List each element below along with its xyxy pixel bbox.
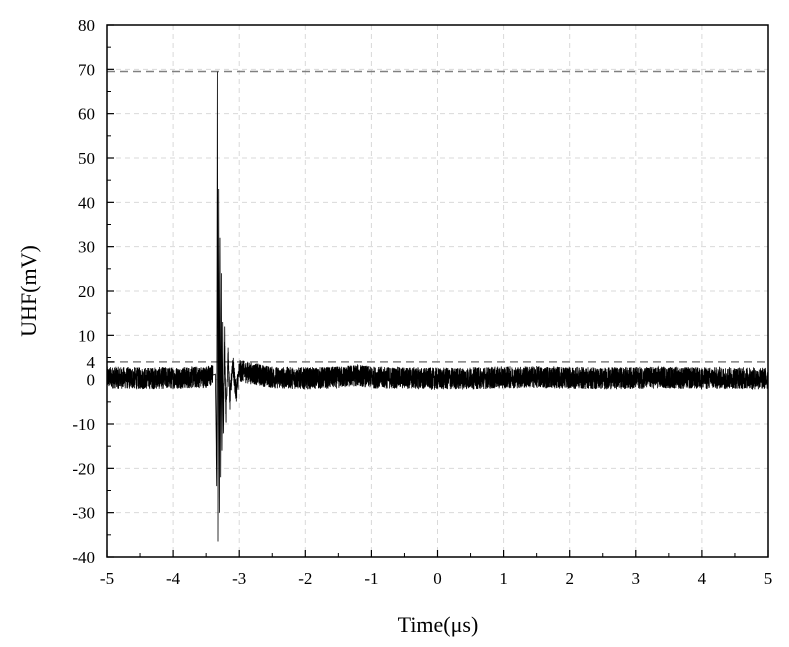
y-tick-label: 20 bbox=[78, 282, 95, 301]
x-axis-title: Time(μs) bbox=[398, 612, 479, 637]
y-tick-label: 30 bbox=[78, 238, 95, 257]
y-tick-label: -30 bbox=[72, 504, 95, 523]
y-tick-label: 4 bbox=[87, 353, 96, 372]
y-tick-label: 0 bbox=[87, 371, 96, 390]
x-tick-label: -5 bbox=[100, 569, 114, 588]
x-tick-label: 3 bbox=[632, 569, 641, 588]
x-tick-label: 2 bbox=[565, 569, 574, 588]
x-tick-label: -2 bbox=[298, 569, 312, 588]
y-tick-label: 10 bbox=[78, 326, 95, 345]
y-tick-label: 80 bbox=[78, 16, 95, 35]
x-tick-label: 4 bbox=[698, 569, 707, 588]
y-tick-label: 70 bbox=[78, 60, 95, 79]
x-tick-label: 0 bbox=[433, 569, 442, 588]
y-tick-label: -10 bbox=[72, 415, 95, 434]
y-tick-label: 60 bbox=[78, 105, 95, 124]
y-axis-title: UHF(mV) bbox=[16, 245, 41, 337]
y-tick-label: -40 bbox=[72, 548, 95, 567]
x-tick-label: -1 bbox=[364, 569, 378, 588]
y-tick-label: 50 bbox=[78, 149, 95, 168]
series bbox=[106, 71, 769, 542]
x-tick-label: 1 bbox=[499, 569, 508, 588]
x-tick-label: 5 bbox=[764, 569, 773, 588]
uhf-waveform-line bbox=[106, 71, 769, 542]
y-tick-label: -20 bbox=[72, 459, 95, 478]
x-tick-label: -3 bbox=[232, 569, 246, 588]
x-tick-label: -4 bbox=[166, 569, 181, 588]
grid bbox=[107, 25, 768, 557]
ticks: -5 -4 -3 -2 -1 0 1 2 3 4 5-40-30-20-10041020304050… bbox=[72, 16, 772, 588]
y-tick-label: 40 bbox=[78, 193, 95, 212]
